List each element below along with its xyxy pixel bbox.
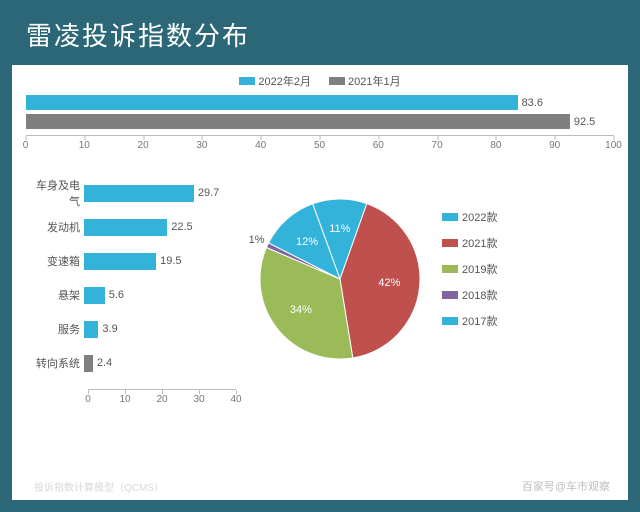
top-bar-row: 83.6 (26, 95, 614, 110)
category-bar-chart: 车身及电气 29.7 发动机 22.5 变速箱 19.5 悬架 5.6 服务 3.9 转向系统 2.4… (26, 179, 246, 497)
bar-value: 92.5 (574, 116, 595, 128)
bar-label: 悬架 (26, 287, 84, 303)
legend-swatch (442, 239, 458, 247)
bar-value: 29.7 (198, 187, 219, 199)
bar (26, 114, 570, 129)
lower-row: 车身及电气 29.7 发动机 22.5 变速箱 19.5 悬架 5.6 服务 3.9 转向系统 2.4… (26, 179, 614, 497)
pie-slice-label: 11% (329, 223, 350, 235)
legend-label: 2021年1月 (348, 73, 401, 89)
category-bar-row: 服务 3.9 (26, 315, 246, 343)
category-bar-row: 悬架 5.6 (26, 281, 246, 309)
pie-legend-item: 2021款 (442, 235, 497, 251)
bar-label: 车身及电气 (26, 177, 84, 209)
bar (84, 321, 98, 338)
bar-value: 19.5 (160, 255, 181, 267)
legend-swatch (442, 265, 458, 273)
pie-legend-item: 2019款 (442, 261, 497, 277)
bar-value: 2.4 (97, 357, 112, 369)
pie-slice-label: 34% (290, 304, 312, 316)
bar (84, 253, 156, 270)
pie-slice-label: 12% (296, 236, 318, 248)
bar-label: 变速箱 (26, 253, 84, 269)
bar-value: 5.6 (109, 289, 124, 301)
bar-value: 3.9 (102, 323, 117, 335)
pie-legend: 2022款 2021款 2019款 2018款 2017款 (442, 209, 497, 339)
legend-swatch (442, 317, 458, 325)
bar-label: 转向系统 (26, 355, 84, 371)
legend-label: 2017款 (462, 313, 497, 329)
pie-slice-label: 1% (249, 234, 265, 246)
legend-swatch (442, 291, 458, 299)
bar (84, 185, 194, 202)
category-bar-row: 变速箱 19.5 (26, 247, 246, 275)
legend-item: 2021年1月 (329, 73, 401, 89)
page-title: 雷凌投诉指数分布 (12, 12, 628, 65)
bar-value: 83.6 (522, 97, 543, 109)
legend-swatch (442, 213, 458, 221)
pie-chart-area: 11% 42% 34% 1% 12% 2022款 2021款 2019款 2018款 2017款 (250, 179, 614, 497)
top-bar-chart: 83.692.5 0102030405060708090100 (26, 93, 614, 153)
dashboard-frame: 雷凌投诉指数分布 2022年2月 2021年1月 83.692.5 010203… (0, 0, 640, 512)
pie-slice-label: 42% (378, 277, 400, 289)
content-area: 2022年2月 2021年1月 83.692.5 010203040506070… (12, 65, 628, 503)
bar (26, 95, 518, 110)
pie-legend-item: 2017款 (442, 313, 497, 329)
bar (84, 219, 167, 236)
legend-label: 2022款 (462, 209, 497, 225)
footer-note-right: 百家号@车市观察 (522, 478, 610, 494)
bar-value: 22.5 (171, 221, 192, 233)
legend-label: 2021款 (462, 235, 497, 251)
top-bar-row: 92.5 (26, 114, 614, 129)
legend-item: 2022年2月 (239, 73, 311, 89)
bar (84, 355, 93, 372)
pie-chart: 11% 42% 34% 1% 12% (250, 189, 430, 369)
bar-label: 服务 (26, 321, 84, 337)
bar (84, 287, 105, 304)
legend-swatch (239, 77, 255, 85)
pie-legend-item: 2022款 (442, 209, 497, 225)
legend-swatch (329, 77, 345, 85)
legend-label: 2022年2月 (258, 73, 311, 89)
category-bar-row: 车身及电气 29.7 (26, 179, 246, 207)
footer-note-left: 投诉指数计算模型（QCMS） (34, 479, 164, 494)
category-bar-row: 发动机 22.5 (26, 213, 246, 241)
top-chart-legend: 2022年2月 2021年1月 (26, 73, 614, 89)
legend-label: 2019款 (462, 261, 497, 277)
legend-label: 2018款 (462, 287, 497, 303)
bar-label: 发动机 (26, 219, 84, 235)
pie-legend-item: 2018款 (442, 287, 497, 303)
category-bar-row: 转向系统 2.4 (26, 349, 246, 377)
